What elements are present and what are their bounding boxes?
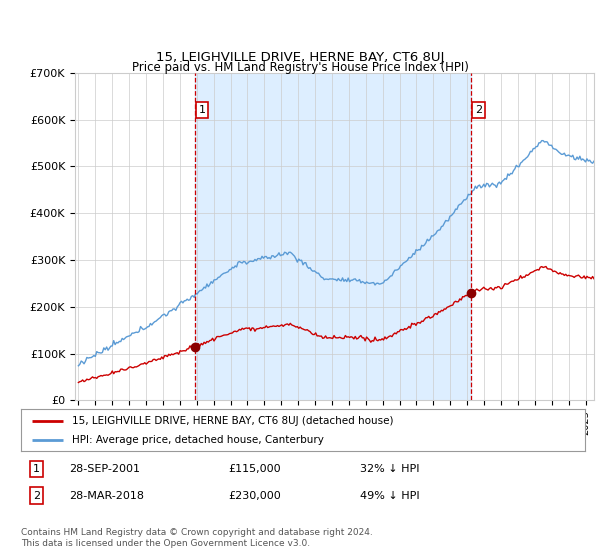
Text: 2: 2 [475,105,482,115]
Text: Price paid vs. HM Land Registry's House Price Index (HPI): Price paid vs. HM Land Registry's House … [131,61,469,74]
Text: 15, LEIGHVILLE DRIVE, HERNE BAY, CT6 8UJ: 15, LEIGHVILLE DRIVE, HERNE BAY, CT6 8UJ [156,52,444,64]
Text: 1: 1 [33,464,40,474]
Text: 28-MAR-2018: 28-MAR-2018 [69,491,144,501]
Text: 28-SEP-2001: 28-SEP-2001 [69,464,140,474]
Text: 2: 2 [33,491,40,501]
Text: £230,000: £230,000 [228,491,281,501]
Bar [195,73,472,400]
Text: 32% ↓ HPI: 32% ↓ HPI [360,464,419,474]
Text: £115,000: £115,000 [228,464,281,474]
Text: 15, LEIGHVILLE DRIVE, HERNE BAY, CT6 8UJ (detached house): 15, LEIGHVILLE DRIVE, HERNE BAY, CT6 8UJ… [72,416,393,426]
Text: Contains HM Land Registry data © Crown copyright and database right 2024.
This d: Contains HM Land Registry data © Crown c… [21,528,373,548]
Text: HPI: Average price, detached house, Canterbury: HPI: Average price, detached house, Cant… [72,435,323,445]
Text: 49% ↓ HPI: 49% ↓ HPI [360,491,419,501]
Text: 1: 1 [199,105,205,115]
